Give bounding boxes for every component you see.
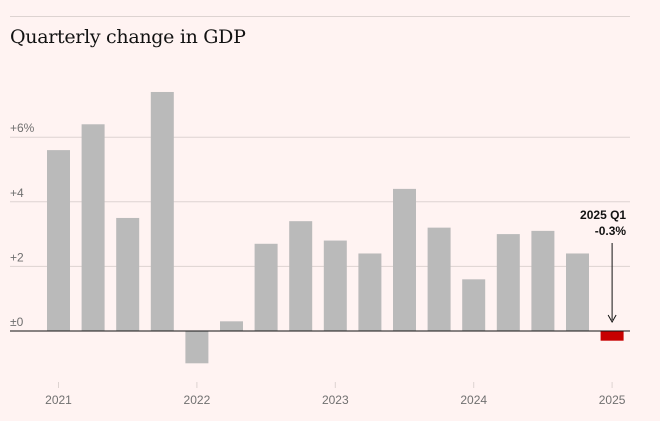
- x-tick-label: 2022: [184, 393, 211, 407]
- annotation-arrow-head: [607, 314, 617, 324]
- bar-2021-q4: [150, 91, 174, 331]
- bar-2021-q2: [81, 124, 105, 331]
- bar-2024-q2: [496, 234, 520, 331]
- bar-2024-q3: [531, 230, 555, 331]
- annotation-value: -0.3%: [595, 224, 627, 238]
- y-tick-label: ±0: [10, 315, 24, 329]
- y-tick-label: +2: [10, 250, 24, 264]
- chart-title: Quarterly change in GDP: [10, 26, 246, 48]
- bar-2022-q2: [220, 321, 243, 331]
- bar-2021-q1: [47, 150, 70, 331]
- y-tick-label: +6%: [10, 121, 35, 135]
- top-rule: [10, 16, 630, 17]
- y-tick-label: +4: [10, 186, 24, 200]
- bar-2024-q4: [566, 253, 589, 331]
- bar-2022-q1: [185, 331, 209, 364]
- x-tick-label: 2023: [322, 393, 349, 407]
- bar-2023-q3: [393, 188, 416, 331]
- bar-2021-q3: [116, 217, 140, 331]
- x-tick-label: 2024: [460, 393, 487, 407]
- x-tick-label: 2021: [45, 393, 72, 407]
- bar-2024-q1: [462, 279, 486, 331]
- x-tick-label: 2025: [599, 393, 626, 407]
- bar-2022-q3: [254, 243, 278, 331]
- bar-2025-q1: [600, 331, 624, 341]
- bar-2023-q2: [358, 253, 382, 331]
- bar-2023-q1: [323, 240, 347, 331]
- annotation-label: 2025 Q1: [580, 208, 626, 222]
- bar-2023-q4: [427, 227, 451, 331]
- bar-2022-q4: [289, 221, 313, 331]
